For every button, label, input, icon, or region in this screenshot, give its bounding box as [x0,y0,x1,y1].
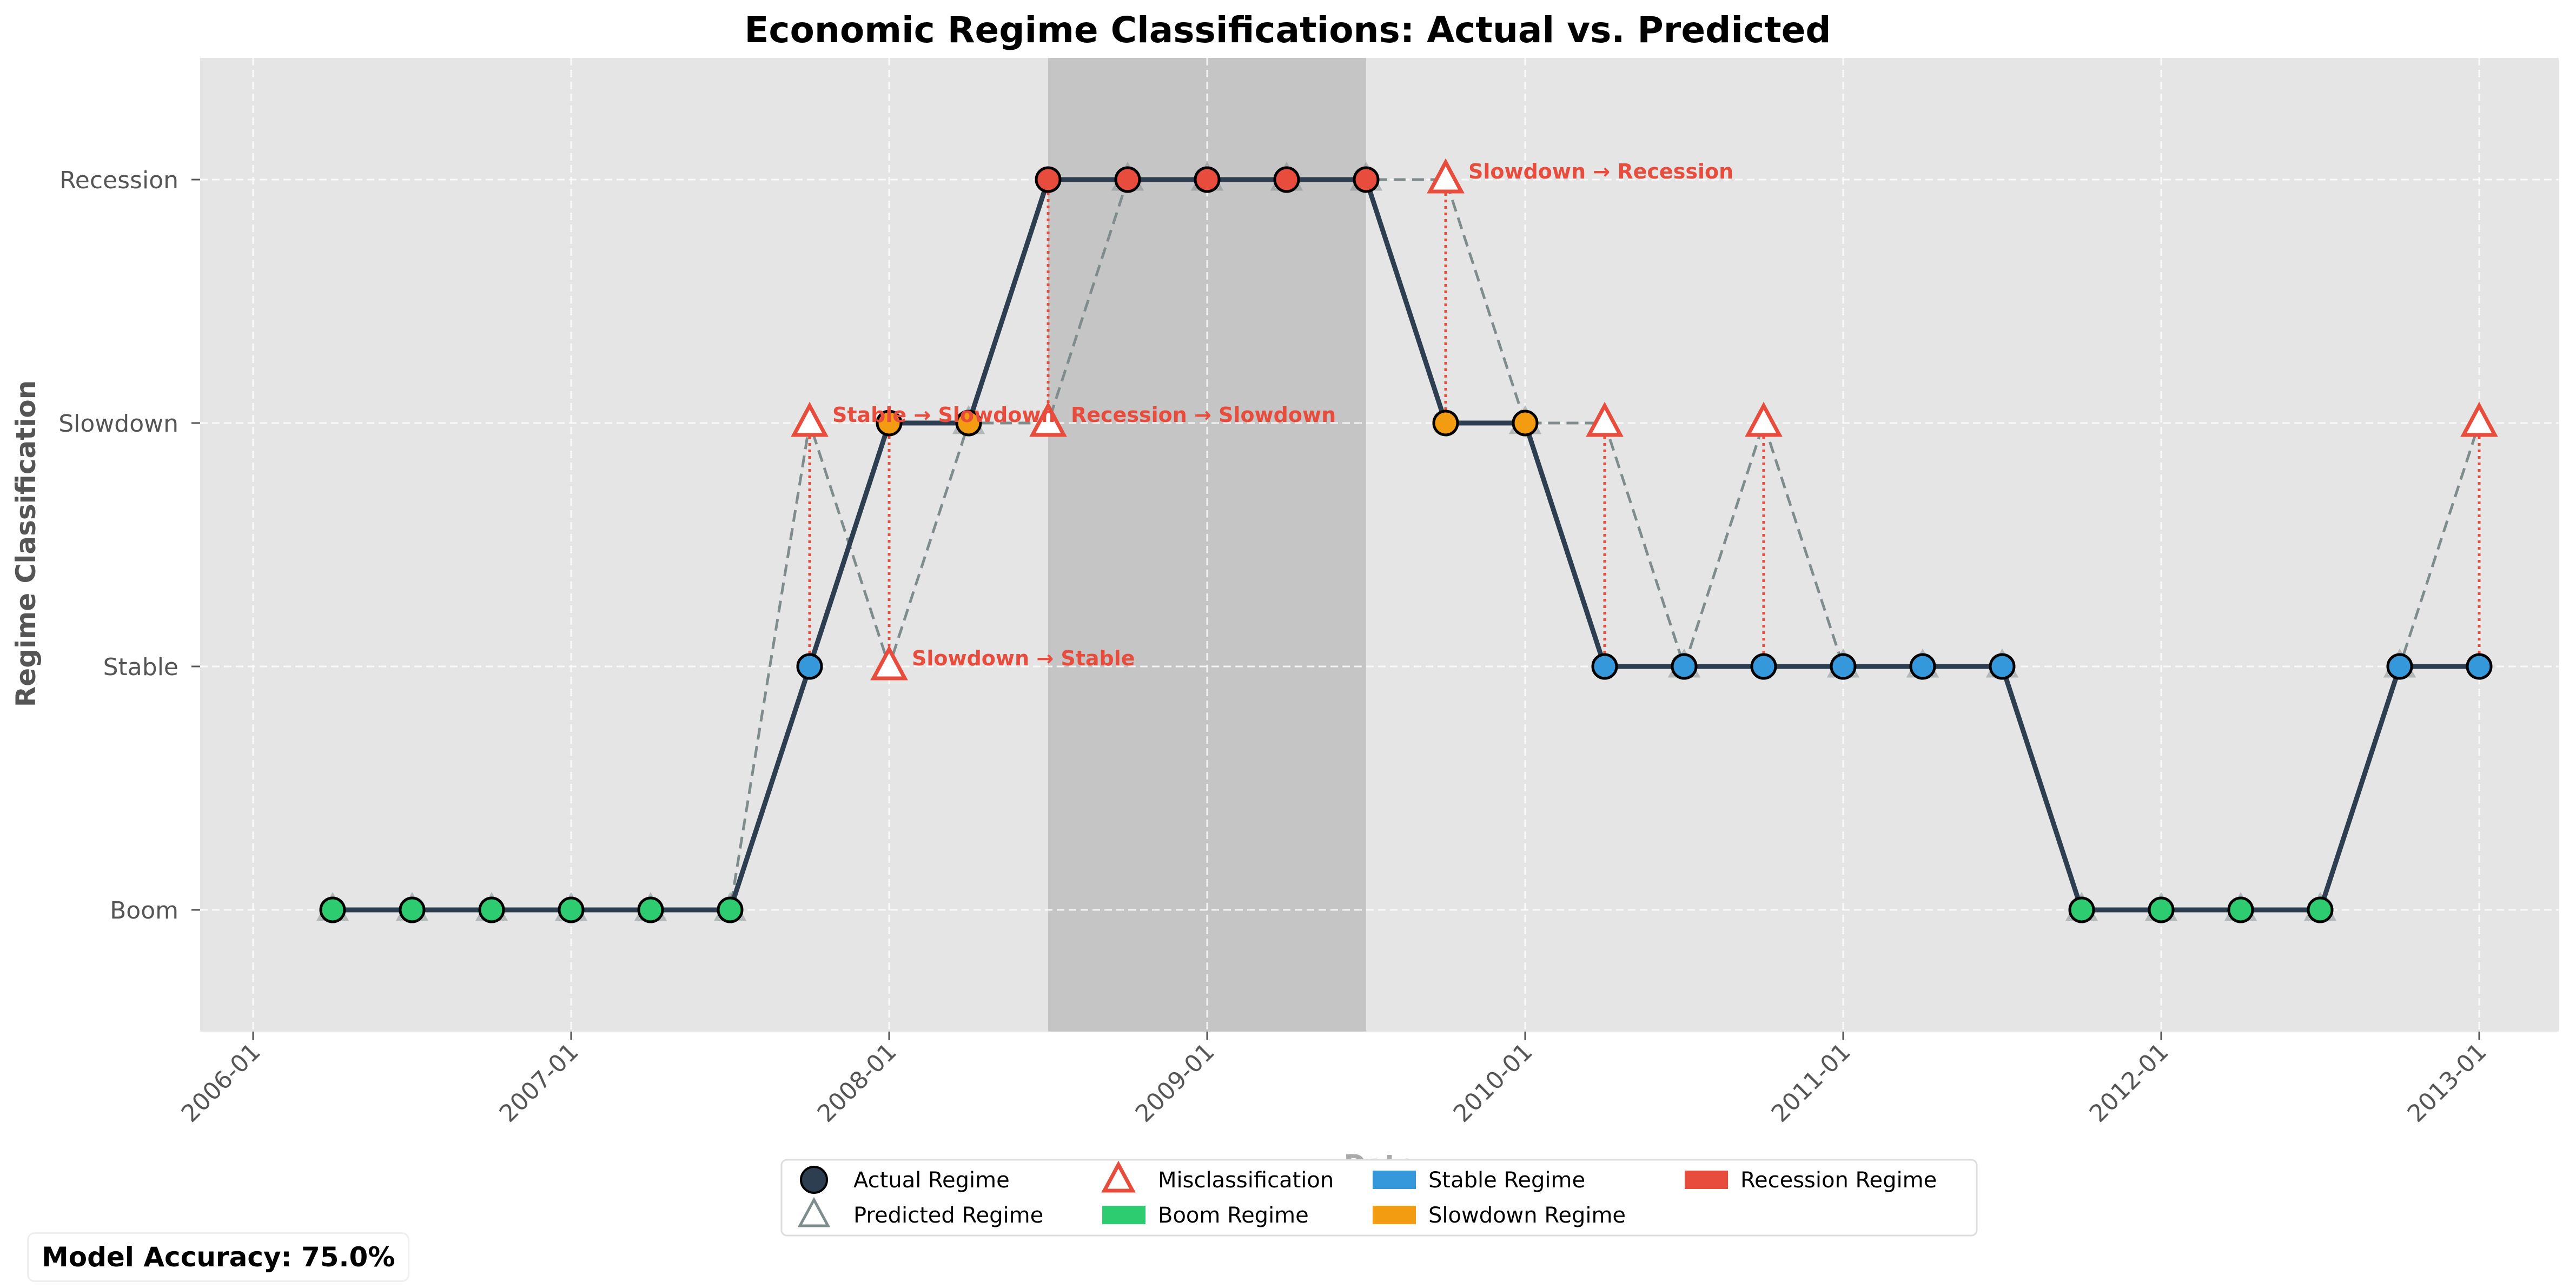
actual-marker [796,653,823,680]
misclassification-marker [791,401,829,437]
legend-label: Recession Regime [1740,1168,1937,1193]
actual-marker [637,896,664,923]
actual-marker [1671,653,1698,680]
actual-marker [1591,653,1618,680]
actual-marker [876,409,903,437]
legend-symbol [1685,1171,1728,1189]
actual-marker [1909,653,1936,680]
actual-marker [1750,653,1777,680]
misclassification-marker [1586,401,1624,437]
legend-symbol [797,1197,831,1227]
actual-marker [2068,896,2095,923]
y-axis-label: Regime Classification [10,380,42,707]
misclassification-marker [870,645,908,681]
actual-marker [558,896,585,923]
plot-area [200,58,2559,1032]
misclassification-annotation: Slowdown → Stable [912,646,1135,670]
misclassification-marker [2460,401,2498,437]
legend-label: Slowdown Regime [1428,1203,1626,1228]
model-accuracy-box: Model Accuracy: 75.0% [27,1232,410,1282]
legend-label: Predicted Regime [853,1203,1043,1228]
actual-marker [1114,166,1141,193]
misclassification-annotation: Stable → Slowdown [832,403,1056,427]
actual-marker [1432,409,1459,437]
actual-marker [2148,896,2175,923]
actual-marker [1830,653,1857,680]
legend-label: Actual Regime [853,1168,1010,1193]
legend-symbol [1101,1160,1136,1193]
actual-marker [1273,166,1300,193]
actual-marker [399,896,426,923]
actual-marker [1194,166,1221,193]
misclassification-marker [1427,158,1465,194]
y-tick-label: Stable [103,653,178,681]
actual-marker [1353,166,1380,193]
legend-box [780,1159,1978,1237]
actual-marker [478,896,505,923]
legend-label: Boom Regime [1158,1203,1309,1228]
y-tick-label: Slowdown [58,410,178,438]
legend: Actual Regime Predicted Regime Misclassifi… [780,1159,1978,1237]
legend-label: Misclassification [1158,1168,1334,1193]
misclassification-annotation: Slowdown → Recession [1468,160,1733,183]
misclassification-marker [1745,401,1783,437]
actual-marker [955,409,982,437]
model-accuracy-text: Model Accuracy: 75.0% [42,1241,395,1273]
actual-marker [1035,166,1062,193]
actual-marker [1512,409,1539,437]
y-tick-label: Boom [110,897,178,924]
actual-marker [319,896,346,923]
actual-marker [2386,653,2413,680]
misclassification-marker [1029,401,1067,437]
legend-symbol [1102,1206,1145,1224]
y-tick-label: Recession [59,167,178,194]
legend-symbol [1373,1206,1416,1224]
actual-marker [717,896,744,923]
legend-symbol [800,1166,828,1194]
actual-line [333,177,2479,913]
legend-label: Stable Regime [1428,1168,1585,1193]
actual-marker [2466,653,2493,680]
actual-marker [2307,896,2334,923]
actual-marker [1989,653,2016,680]
actual-marker [2227,896,2254,923]
chart-title: Economic Regime Classifications: Actual … [744,9,1831,51]
misclassification-annotation: Recession → Slowdown [1071,403,1336,427]
legend-symbol [1373,1171,1416,1189]
